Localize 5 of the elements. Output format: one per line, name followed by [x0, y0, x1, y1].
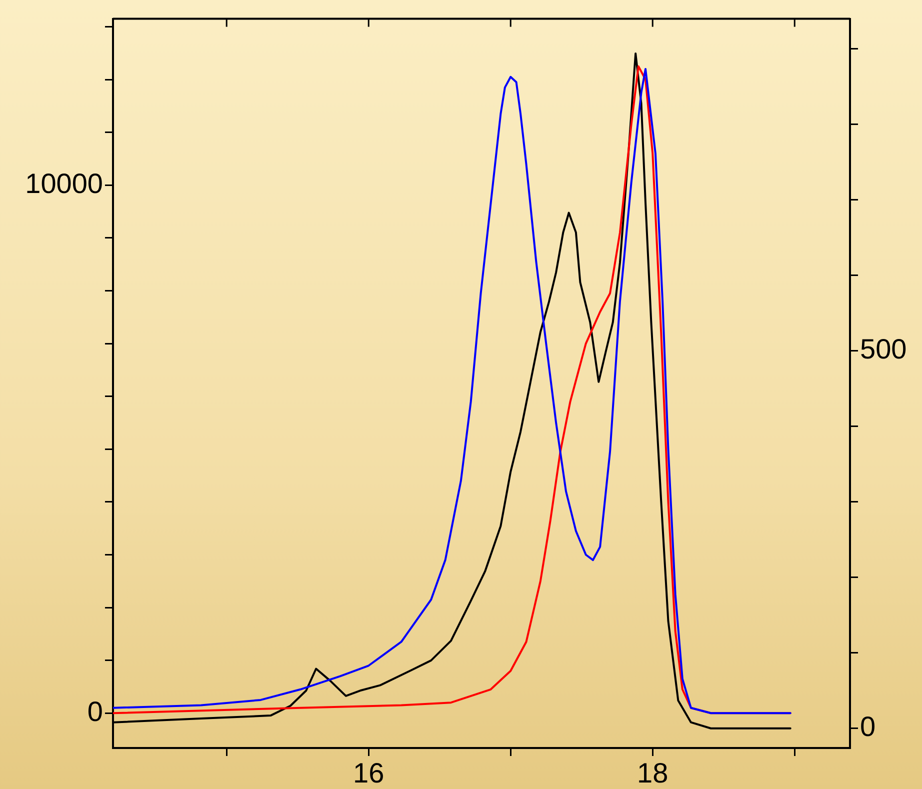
y2-tick-label: 500 [860, 334, 907, 365]
y2-tick-label: 0 [860, 711, 876, 742]
y-tick-label: 10000 [25, 168, 103, 199]
x-tick-label: 18 [637, 758, 668, 789]
x-tick-label: 16 [353, 758, 384, 789]
